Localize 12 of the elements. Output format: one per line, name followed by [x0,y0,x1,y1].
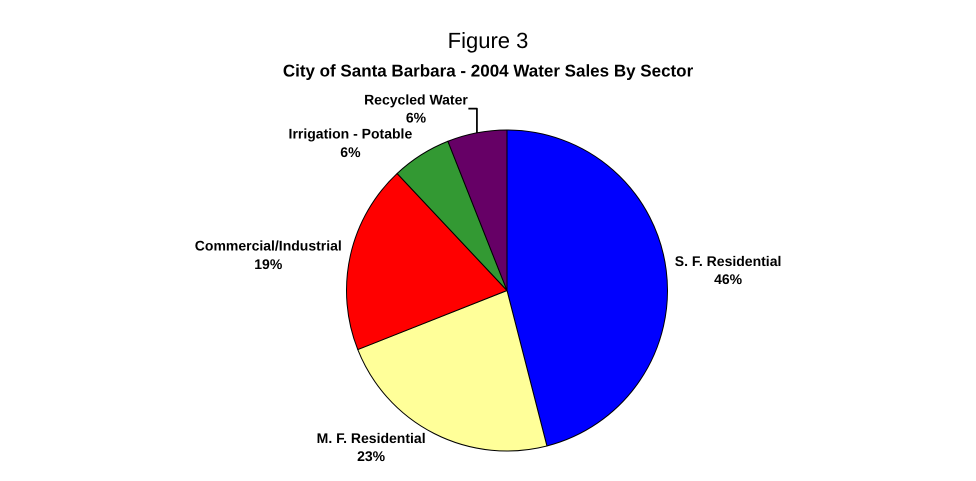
chart-title: Figure 3 [448,28,528,54]
slice-label: Recycled Water [364,91,468,108]
data-label: 6% [406,110,427,126]
slice-label: S. F. Residential [674,253,782,270]
slice-label: Commercial/Industrial [194,238,342,254]
slice-label: Irrigation - Potable [288,126,412,142]
slice-label: M. F. Residential [316,430,426,446]
data-label: 23% [357,448,386,464]
data-label: 46% [714,271,743,288]
data-label: 19% [254,256,283,272]
chart-subtitle: City of Santa Barbara - 2004 Water Sales By Sector [282,62,694,81]
data-label: 6% [340,144,362,160]
